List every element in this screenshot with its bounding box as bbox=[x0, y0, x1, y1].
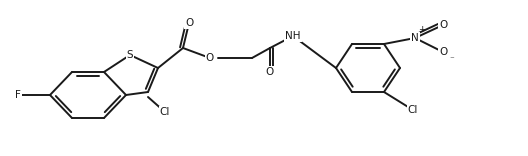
Text: O: O bbox=[439, 47, 447, 57]
Text: NH: NH bbox=[285, 31, 301, 41]
Text: +: + bbox=[418, 25, 426, 34]
Text: F: F bbox=[15, 90, 21, 100]
Text: O: O bbox=[439, 20, 447, 30]
Text: Cl: Cl bbox=[160, 107, 170, 117]
Text: Cl: Cl bbox=[408, 105, 418, 115]
Text: O: O bbox=[185, 18, 193, 28]
Text: ⁻: ⁻ bbox=[450, 56, 455, 64]
Text: O: O bbox=[266, 67, 274, 77]
Text: N: N bbox=[411, 33, 419, 43]
Text: O: O bbox=[206, 53, 214, 63]
Text: S: S bbox=[127, 50, 133, 60]
